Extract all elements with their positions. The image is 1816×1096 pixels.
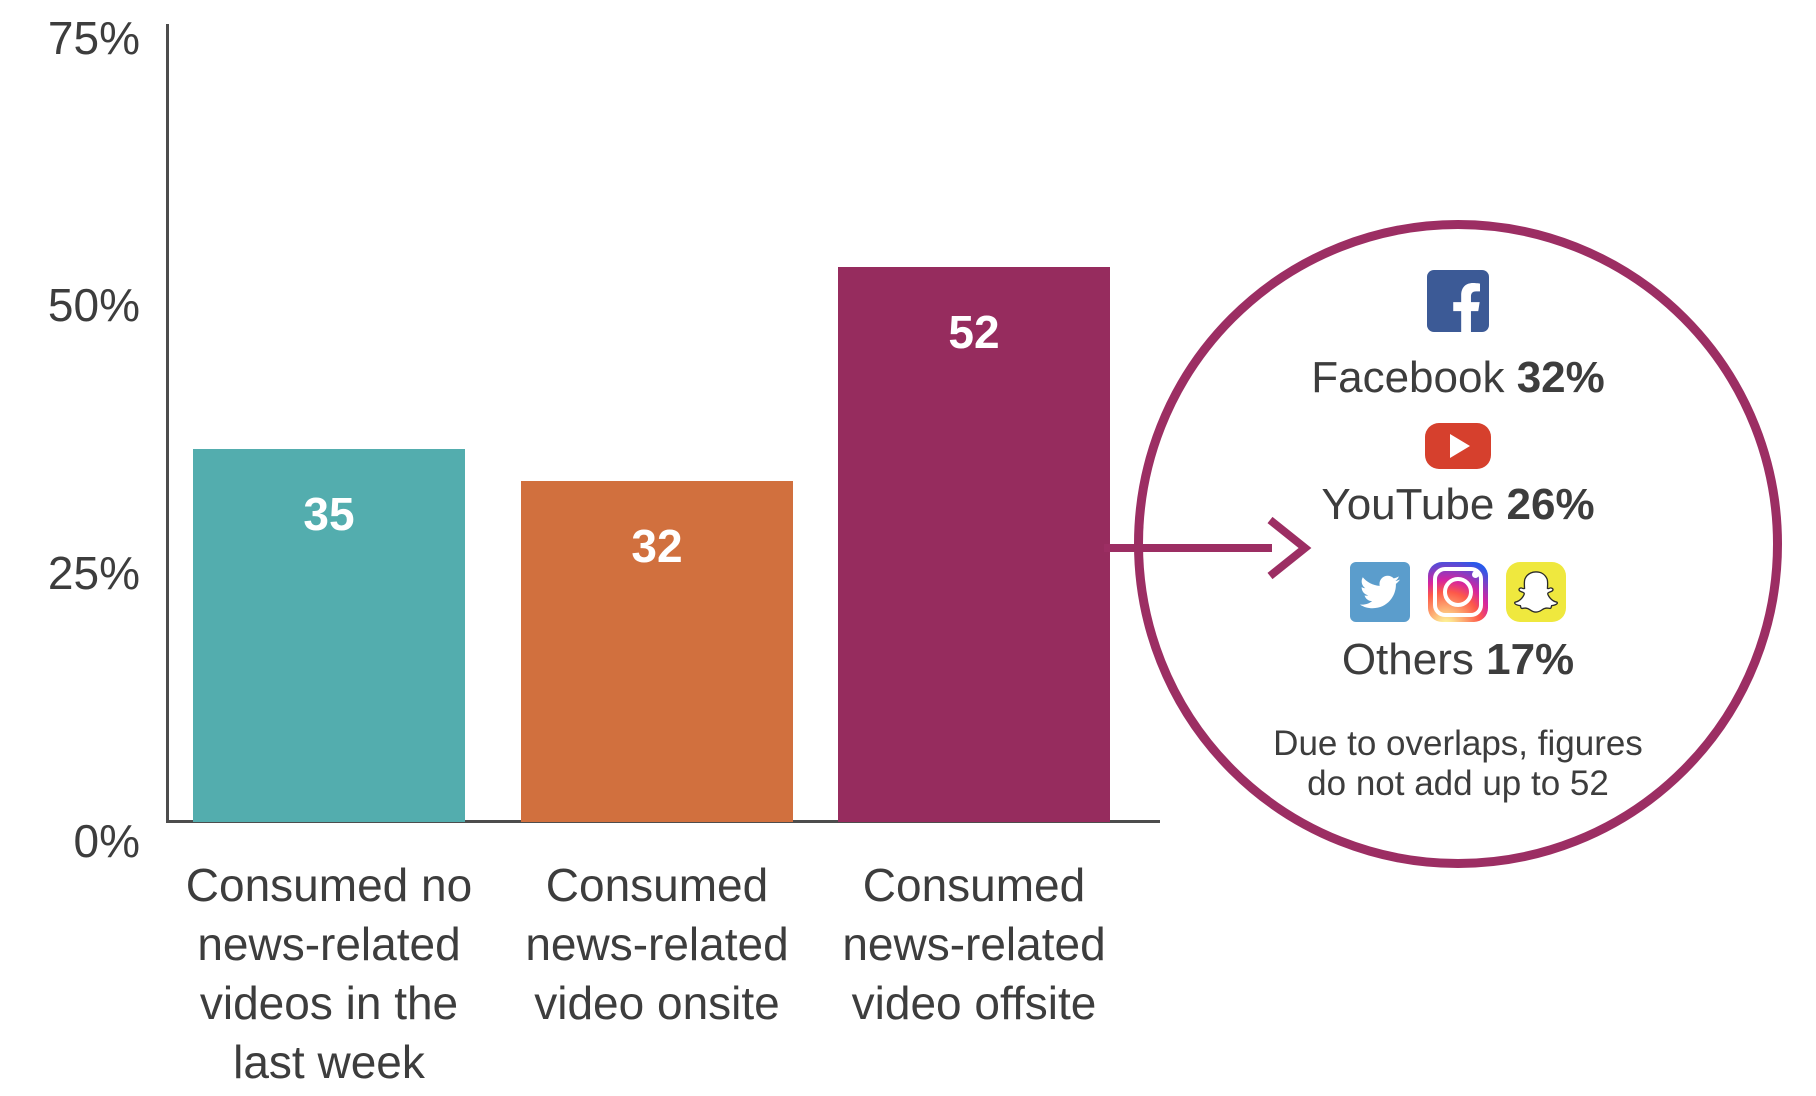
bar-value-label: 32 bbox=[631, 520, 683, 572]
facebook-icon bbox=[1427, 270, 1489, 332]
snapchat-icon bbox=[1506, 562, 1567, 622]
facebook-f-glyph bbox=[1453, 283, 1481, 332]
x-category-label: Consumed no news-related videos in the l… bbox=[185, 859, 473, 1088]
y-tick-label: 25% bbox=[47, 547, 140, 599]
youtube-icon bbox=[1425, 423, 1491, 469]
platform-name: YouTube bbox=[1321, 480, 1495, 529]
others-icon-row bbox=[1158, 562, 1758, 622]
platform-value: 32% bbox=[1516, 353, 1605, 402]
instagram-dot bbox=[1472, 571, 1479, 578]
y-tick-label: 50% bbox=[47, 279, 140, 331]
snapchat-ghost-glyph bbox=[1514, 571, 1559, 613]
callout-youtube-label: YouTube 26% bbox=[1158, 479, 1758, 531]
platform-value: 26% bbox=[1506, 480, 1595, 529]
platform-value: 17% bbox=[1486, 635, 1575, 684]
play-icon bbox=[1450, 434, 1470, 458]
y-tick-label: 75% bbox=[47, 12, 140, 64]
note-line: Due to overlaps, figures bbox=[1273, 724, 1643, 763]
instagram-frame bbox=[1433, 567, 1483, 617]
bar-value-label: 52 bbox=[948, 306, 1000, 358]
bar-value-label: 35 bbox=[303, 488, 355, 540]
callout-note: Due to overlaps, figures do not add up t… bbox=[1158, 724, 1758, 804]
callout-arrow bbox=[1104, 516, 1312, 580]
bar-consumed-no-videos: 35 bbox=[193, 449, 465, 822]
callout-facebook-label: Facebook 32% bbox=[1158, 352, 1758, 404]
facebook-icon-row bbox=[1158, 270, 1758, 332]
note-line: do not add up to 52 bbox=[1307, 764, 1609, 803]
platform-name: Others bbox=[1341, 635, 1474, 684]
bar-consumed-video-offsite: 52 bbox=[838, 267, 1110, 822]
x-category-label: Consumed news-related video onsite bbox=[525, 859, 789, 1029]
platform-name: Facebook bbox=[1311, 353, 1505, 402]
x-category-label: Consumed news-related video offsite bbox=[842, 859, 1106, 1029]
youtube-icon-row bbox=[1158, 423, 1758, 469]
instagram-lens bbox=[1443, 577, 1473, 607]
y-axis-line bbox=[166, 24, 169, 822]
y-tick-label: 0% bbox=[73, 815, 140, 867]
instagram-icon bbox=[1428, 562, 1488, 622]
twitter-bird-glyph bbox=[1359, 575, 1400, 609]
callout-others-label: Others 17% bbox=[1158, 634, 1758, 686]
bar-consumed-video-onsite: 32 bbox=[521, 481, 793, 822]
twitter-icon bbox=[1349, 562, 1410, 622]
